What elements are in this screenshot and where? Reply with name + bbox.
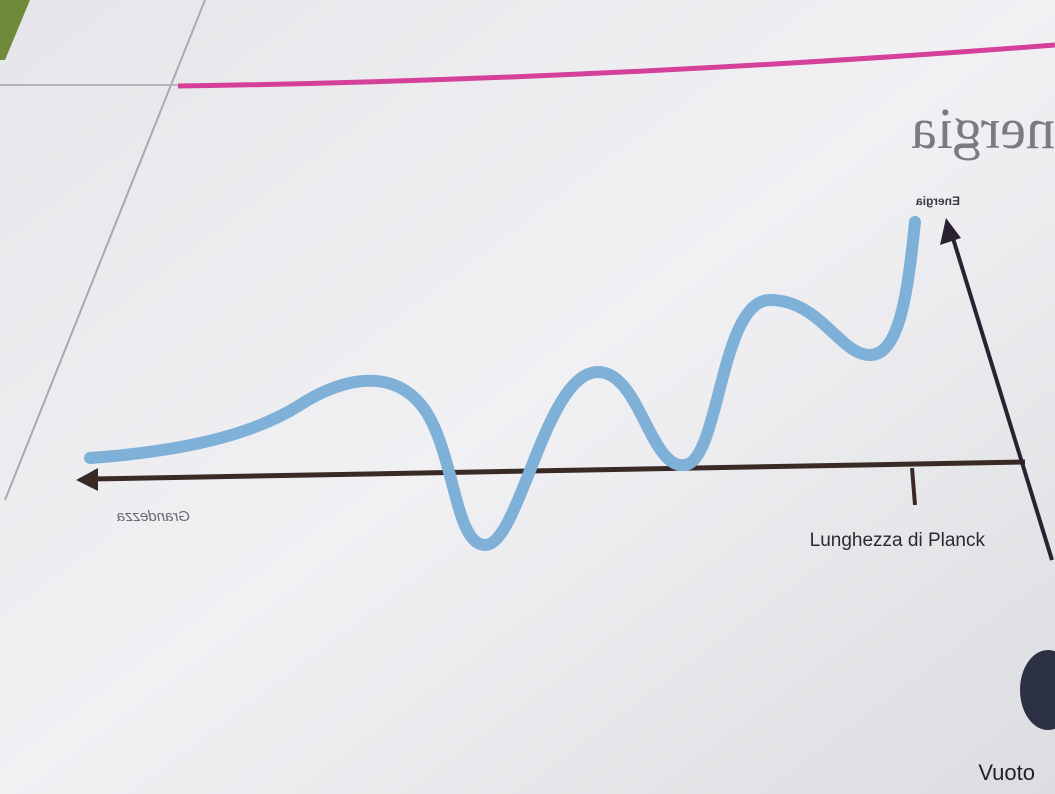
size-axis-label: Grandezza (117, 508, 190, 525)
vacuum-label: Vuoto (978, 760, 1035, 785)
photo: nergia Grandezza Lunghezza di Planck Ene… (0, 0, 1055, 794)
planck-label: Lunghezza di Planck (810, 530, 986, 551)
energy-axis-label: Energia (916, 194, 960, 208)
page: nergia Grandezza Lunghezza di Planck Ene… (0, 0, 1055, 794)
heading: nergia (911, 96, 1055, 161)
